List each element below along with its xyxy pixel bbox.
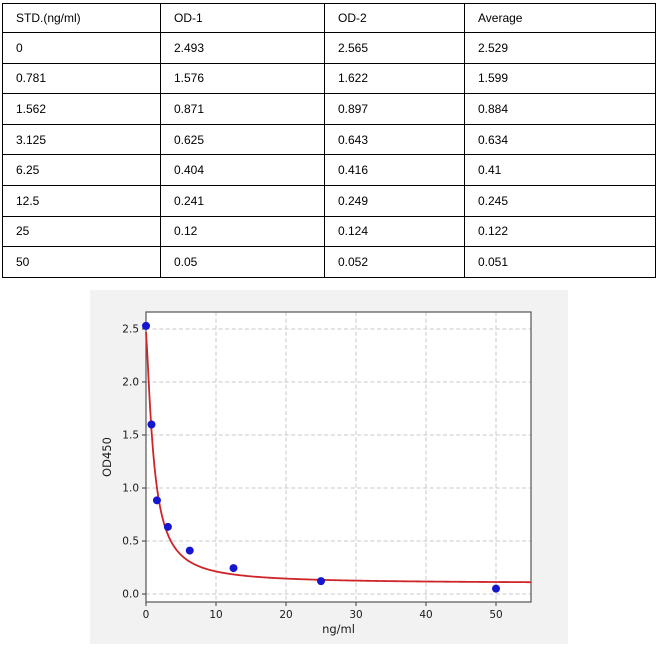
cell-avg: 0.122 xyxy=(464,215,656,248)
y-tick-label: 2.0 xyxy=(122,376,139,388)
x-tick-label: 50 xyxy=(489,609,502,621)
cell-std: 6.25 xyxy=(2,154,161,186)
cell-od2: 0.416 xyxy=(324,154,465,186)
data-point xyxy=(492,584,500,593)
cell-std: 3.125 xyxy=(2,123,161,156)
x-tick-label: 30 xyxy=(349,609,362,621)
fit-curve xyxy=(145,332,532,584)
table-row: 12.5 0.241 0.249 0.245 xyxy=(2,184,656,217)
cell-od2: 0.897 xyxy=(324,93,465,125)
cell-avg: 0.634 xyxy=(464,123,656,156)
standard-curve-chart: 0 10 20 30 40 50 0.0 0.5 1.0 1.5 2.0 2.5 ng/ml OD450 xyxy=(100,311,532,636)
cell-od1: 0.241 xyxy=(160,184,325,217)
data-point xyxy=(163,522,172,531)
table-row: 1.562 0.871 0.897 0.884 xyxy=(2,93,656,125)
table-row: 25 0.12 0.124 0.122 xyxy=(2,215,656,248)
gridlines xyxy=(145,312,531,602)
col-header-std: STD.(ng/ml) xyxy=(2,3,161,33)
cell-std: 1.562 xyxy=(2,93,161,125)
data-point xyxy=(147,420,156,429)
data-point xyxy=(142,321,150,330)
cell-avg: 0.884 xyxy=(464,93,656,125)
col-header-average: Average xyxy=(464,3,656,33)
table-row: 0 2.493 2.565 2.529 xyxy=(2,32,656,64)
cell-od1: 2.493 xyxy=(160,32,325,64)
x-axis-label: ng/ml xyxy=(322,622,355,636)
cell-od1: 0.871 xyxy=(160,93,325,125)
cell-std: 25 xyxy=(2,215,161,248)
table-row: 0.781 1.576 1.622 1.599 xyxy=(2,62,656,95)
cell-od2: 1.622 xyxy=(324,62,465,95)
standard-curve-figure: 0 10 20 30 40 50 0.0 0.5 1.0 1.5 2.0 2.5 ng/ml OD450 xyxy=(90,290,568,644)
data-point xyxy=(229,564,238,573)
tick-labels: 0 10 20 30 40 50 0.0 0.5 1.0 1.5 2.0 2.5 xyxy=(122,323,502,621)
cell-avg: 1.599 xyxy=(464,62,656,95)
y-tick-label: 1.5 xyxy=(122,429,139,441)
data-points xyxy=(142,321,500,593)
y-tick-label: 0.5 xyxy=(122,536,139,548)
data-point xyxy=(152,496,161,505)
table-row: 3.125 0.625 0.643 0.634 xyxy=(2,123,656,156)
cell-od1: 0.05 xyxy=(160,246,325,278)
y-tick-label: 2.5 xyxy=(122,323,139,335)
cell-avg: 0.051 xyxy=(464,246,656,278)
cell-std: 0.781 xyxy=(2,62,161,95)
cell-std: 12.5 xyxy=(2,184,161,217)
cell-od1: 0.404 xyxy=(160,154,325,186)
cell-avg: 0.245 xyxy=(464,184,656,217)
table-row: 6.25 0.404 0.416 0.41 xyxy=(2,154,656,186)
col-header-od1: OD-1 xyxy=(160,3,325,33)
cell-od1: 1.576 xyxy=(160,62,325,95)
cell-std: 50 xyxy=(2,246,161,278)
table-header-row: STD.(ng/ml) OD-1 OD-2 Average xyxy=(2,3,656,33)
data-point xyxy=(185,546,194,555)
y-tick-label: 1.0 xyxy=(122,483,139,495)
x-tick-label: 0 xyxy=(143,609,150,621)
cell-od2: 0.052 xyxy=(324,246,465,278)
x-tick-label: 20 xyxy=(279,609,292,621)
plot-border xyxy=(145,311,532,603)
data-point xyxy=(317,577,325,586)
cell-avg: 2.529 xyxy=(464,32,656,64)
cell-od2: 0.249 xyxy=(324,184,465,217)
cell-avg: 0.41 xyxy=(464,154,656,186)
table-row: 50 0.05 0.052 0.051 xyxy=(2,246,656,278)
cell-od2: 0.124 xyxy=(324,215,465,248)
standards-table: STD.(ng/ml) OD-1 OD-2 Average 0 2.493 2.… xyxy=(2,3,656,278)
y-tick-label: 0.0 xyxy=(122,589,139,601)
cell-std: 0 xyxy=(2,32,161,64)
plot-area xyxy=(146,312,531,602)
cell-od2: 0.643 xyxy=(324,123,465,156)
cell-od1: 0.12 xyxy=(160,215,325,248)
col-header-od2: OD-2 xyxy=(324,3,465,33)
x-tick-label: 10 xyxy=(209,609,222,621)
tick-marks xyxy=(142,328,497,606)
cell-od1: 0.625 xyxy=(160,123,325,156)
y-axis-label: OD450 xyxy=(100,437,114,477)
cell-od2: 2.565 xyxy=(324,32,465,64)
x-tick-label: 40 xyxy=(419,609,432,621)
